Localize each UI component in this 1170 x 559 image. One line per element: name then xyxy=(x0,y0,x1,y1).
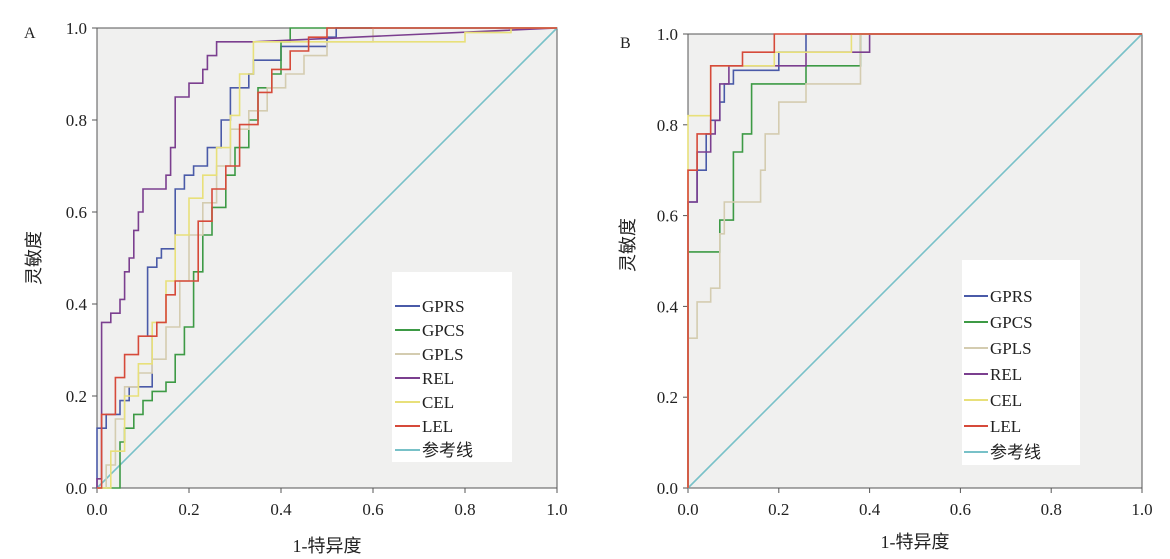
series-line-REL xyxy=(96,27,558,488)
x-tick-label: 0.4 xyxy=(270,500,292,519)
y-tick-label: 0.8 xyxy=(66,111,87,130)
y-axis-ticks-b: 0.0 0.2 0.4 0.6 0.8 1.0 xyxy=(657,25,688,498)
panel-b-letter: B xyxy=(620,35,631,52)
x-tick-label: 0.4 xyxy=(859,500,881,519)
x-tick-label: 1.0 xyxy=(546,500,567,519)
x-tick-label: 0.0 xyxy=(677,500,698,519)
y-axis-ticks-a: 0.0 0.2 0.4 0.6 0.8 1.0 xyxy=(66,19,97,498)
y-tick-label: 1.0 xyxy=(657,25,678,44)
x-tick-label: 0.6 xyxy=(950,500,971,519)
legend-label: GPRS xyxy=(422,297,465,316)
x-axis-ticks-b: 0.0 0.2 0.4 0.6 0.8 1.0 xyxy=(677,488,1153,519)
series-line-CEL xyxy=(687,33,1142,488)
legend-box-a xyxy=(392,272,512,462)
legend-label: CEL xyxy=(422,393,454,412)
y-tick-label: 0.4 xyxy=(657,297,679,316)
legend-label: GPLS xyxy=(422,345,464,364)
legend-label: GPCS xyxy=(422,321,465,340)
y-axis-title-a: 灵敏度 xyxy=(24,231,44,285)
series-line-GPLS xyxy=(97,27,557,489)
x-tick-label: 0.2 xyxy=(768,500,789,519)
series-line-GPRS xyxy=(96,27,557,488)
panel-a: A 0.0 0.2 0.4 0.6 0.8 1.0 0.00.20.40.60.81.0 … xyxy=(24,19,568,556)
x-tick-label: 1.0 xyxy=(1131,500,1152,519)
legend-label: REL xyxy=(990,365,1022,384)
legend-box-b xyxy=(962,260,1080,465)
y-tick-label: 0.8 xyxy=(657,116,678,135)
x-tick-label: 0.6 xyxy=(362,500,383,519)
legend-label: 参考线 xyxy=(990,443,1041,462)
series-line-CEL xyxy=(97,27,557,489)
x-axis-title-a: 1-特异度 xyxy=(293,536,362,556)
legend-label: GPCS xyxy=(990,313,1033,332)
x-tick-label: 0.8 xyxy=(454,500,475,519)
y-tick-label: 0.6 xyxy=(66,203,87,222)
legend-a: GPRS GPCS GPLS REL CEL LEL 参考线 xyxy=(395,297,473,460)
legend-label: LEL xyxy=(422,417,453,436)
legend-label: CEL xyxy=(990,391,1022,410)
y-axis-title-b: 灵敏度 xyxy=(618,218,638,272)
y-tick-label: 0.0 xyxy=(66,479,87,498)
panel-a-letter: A xyxy=(24,25,36,42)
legend-label: 参考线 xyxy=(422,441,473,460)
series-line-LEL xyxy=(97,27,557,489)
y-tick-label: 0.0 xyxy=(657,479,678,498)
series-line-参考线 xyxy=(687,33,1143,489)
y-tick-label: 0.2 xyxy=(657,388,678,407)
legend-label: LEL xyxy=(990,417,1021,436)
series-group-b xyxy=(687,33,1143,489)
y-tick-label: 0.4 xyxy=(66,295,88,314)
panel-b: B 0.0 0.2 0.4 0.6 0.8 1.0 0.00.20.40.60.81.0 … xyxy=(618,25,1153,552)
series-line-LEL xyxy=(687,33,1142,488)
y-tick-label: 1.0 xyxy=(66,19,87,38)
x-tick-label: 0.0 xyxy=(86,500,107,519)
legend-b: GPRS GPCS GPLS REL CEL LEL 参考线 xyxy=(964,287,1041,462)
series-line-GPLS xyxy=(687,33,1142,488)
y-tick-label: 0.6 xyxy=(657,207,678,226)
x-axis-title-b: 1-特异度 xyxy=(881,532,950,552)
legend-label: GPRS xyxy=(990,287,1033,306)
legend-label: REL xyxy=(422,369,454,388)
y-tick-label: 0.2 xyxy=(66,387,87,406)
x-axis-ticks-a: 0.0 0.2 0.4 0.6 0.8 1.0 xyxy=(86,488,568,519)
series-line-参考线 xyxy=(96,27,558,489)
x-tick-label: 0.8 xyxy=(1041,500,1062,519)
series-group-a xyxy=(96,27,558,489)
x-tick-label: 0.2 xyxy=(178,500,199,519)
legend-label: GPLS xyxy=(990,339,1032,358)
